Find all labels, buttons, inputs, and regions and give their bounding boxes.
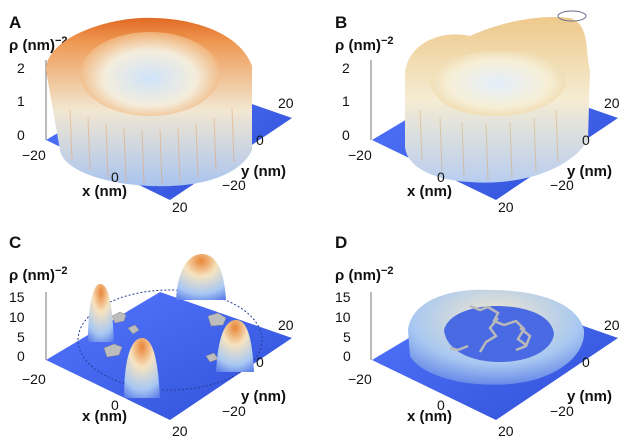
y-tick-label: 0 — [256, 132, 264, 148]
peak-highlight — [557, 10, 587, 22]
z-tick-label: 15 — [9, 289, 25, 305]
x-tick-label: 0 — [437, 169, 445, 185]
y-tick-label: 20 — [604, 317, 620, 333]
y-tick-label: 0 — [582, 354, 590, 370]
z-axis-label: ρ (nm)−2 — [335, 35, 393, 54]
z-tick-label: 10 — [9, 309, 25, 325]
x-axis-label: x (nm) — [82, 408, 127, 425]
z-tick-label: 5 — [343, 329, 351, 345]
x-tick-label: −20 — [348, 147, 372, 163]
peak — [176, 254, 226, 300]
defect-network — [449, 304, 532, 353]
y-tick-label: 20 — [604, 95, 620, 111]
y-tick-label: 0 — [582, 132, 590, 148]
ring-ridges — [419, 109, 559, 181]
z-tick-label: 15 — [335, 289, 351, 305]
z-tick-label: 2 — [17, 60, 25, 76]
y-axis: 20 0 −20 y (nm) — [550, 317, 620, 419]
peak — [124, 338, 160, 398]
x-tick-label: −20 — [22, 371, 46, 387]
z-axis-label: ρ (nm)−2 — [9, 265, 67, 284]
x-axis-label: x (nm) — [407, 408, 452, 425]
z-axis: 2 1 0 — [342, 60, 372, 143]
panel-letter: B — [335, 13, 347, 32]
y-tick-label: 20 — [278, 95, 294, 111]
y-axis-label: y (nm) — [567, 163, 612, 180]
y-tick-label: 0 — [256, 354, 264, 370]
x-tick-label: 20 — [172, 423, 188, 439]
panel-c: C ρ (nm)−2 15 10 5 0 −20 0 — [9, 233, 294, 439]
y-axis: 20 0 −20 y (nm) — [222, 317, 294, 419]
panel-a: A ρ (nm)−2 2 1 0 −20 0 20 x (nm) 20 0 −2… — [9, 13, 294, 215]
z-tick-label: 2 — [342, 60, 350, 76]
z-tick-label: 0 — [343, 348, 351, 364]
y-tick-label: −20 — [550, 177, 574, 193]
panel-letter: C — [9, 233, 21, 252]
x-axis: −20 0 20 x (nm) — [22, 147, 188, 215]
y-axis: 20 0 −20 y (nm) — [222, 95, 294, 193]
x-tick-label: 0 — [111, 169, 119, 185]
y-axis-label: y (nm) — [241, 163, 286, 180]
y-axis-label: y (nm) — [241, 388, 286, 405]
z-tick-label: 0 — [17, 348, 25, 364]
x-tick-label: 20 — [498, 199, 514, 215]
y-tick-label: 20 — [278, 317, 294, 333]
ring-outline — [77, 289, 263, 391]
ring-ridges — [69, 107, 235, 185]
y-axis: 20 0 −20 y (nm) — [550, 95, 620, 193]
x-axis: −20 0 20 x (nm) — [348, 371, 514, 439]
x-axis-label: x (nm) — [82, 183, 127, 200]
y-tick-label: −20 — [222, 403, 246, 419]
x-tick-label: 20 — [172, 199, 188, 215]
peak — [216, 320, 254, 372]
peak — [88, 284, 114, 342]
ring-inner-surface — [430, 51, 566, 116]
z-tick-label: 0 — [342, 127, 350, 143]
x-axis: −20 0 20 x (nm) — [22, 371, 188, 439]
z-axis: 15 10 5 0 — [335, 289, 372, 364]
y-tick-label: −20 — [222, 177, 246, 193]
x-tick-label: −20 — [22, 147, 46, 163]
z-axis: 15 10 5 0 — [9, 289, 47, 364]
z-tick-label: 1 — [17, 93, 25, 109]
x-tick-label: 0 — [111, 397, 119, 413]
panel-b: B ρ (nm)−2 2 1 0 −20 0 20 x (nm) 20 0 −2… — [335, 10, 620, 215]
x-tick-label: 0 — [437, 397, 445, 413]
panel-letter: D — [335, 233, 347, 252]
ring-inner-surface — [444, 306, 554, 362]
z-axis: 2 1 0 — [17, 60, 47, 143]
panel-d: D ρ (nm)−2 15 10 5 0 −20 0 20 x (nm) 20 … — [335, 233, 620, 439]
z-tick-label: 10 — [335, 309, 351, 325]
x-axis: −20 0 20 x (nm) — [348, 147, 514, 215]
density-peaks — [88, 254, 254, 398]
x-tick-label: 20 — [498, 423, 514, 439]
y-tick-label: −20 — [550, 403, 574, 419]
z-tick-label: 0 — [17, 127, 25, 143]
x-axis-label: x (nm) — [407, 183, 452, 200]
x-tick-label: −20 — [348, 371, 372, 387]
panel-letter: A — [9, 13, 21, 32]
z-tick-label: 5 — [17, 329, 25, 345]
z-tick-label: 1 — [342, 93, 350, 109]
z-axis-label: ρ (nm)−2 — [335, 265, 393, 284]
ring-inner-surface — [80, 32, 220, 116]
y-axis-label: y (nm) — [567, 388, 612, 405]
